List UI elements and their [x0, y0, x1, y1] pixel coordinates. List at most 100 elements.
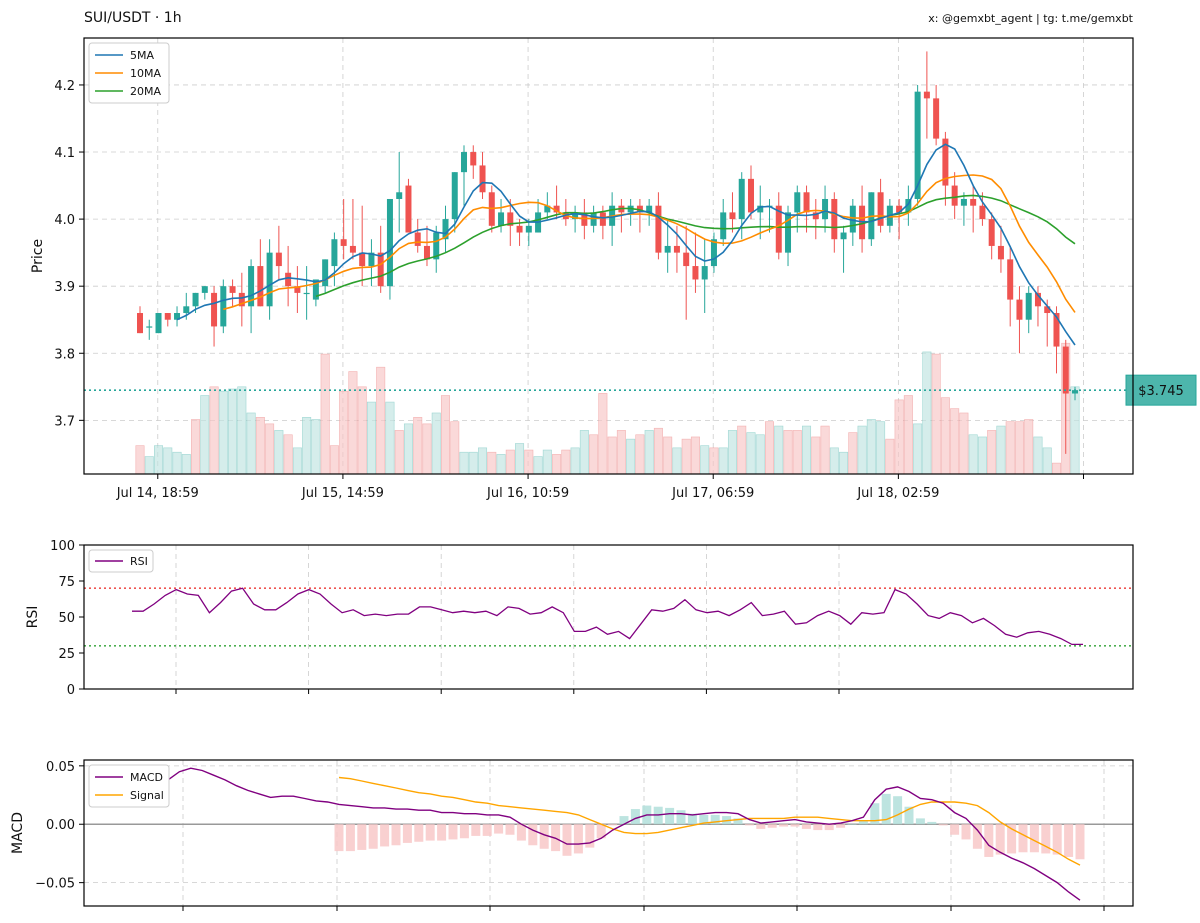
volume-bar: [598, 393, 608, 475]
candle-up: [849, 205, 856, 233]
macd-histogram-bar: [414, 824, 424, 842]
candle-up: [248, 266, 255, 307]
rsi-panel: 0 25 50 75 100 RSI RSI: [25, 539, 1134, 698]
volume-bar: [191, 419, 201, 475]
macd-histogram-bar: [368, 824, 378, 849]
volume-bar: [505, 449, 515, 475]
legend-label: Signal: [130, 789, 164, 802]
candle-up: [544, 205, 551, 213]
volume-bar: [663, 436, 673, 475]
macd-histogram-bar: [1018, 824, 1028, 853]
macd-histogram-bar: [562, 824, 572, 856]
ma10-line: [223, 174, 1076, 313]
volume-bar: [237, 386, 247, 475]
macd-histogram-bar: [391, 824, 401, 846]
macd-histogram-bar: [630, 809, 640, 825]
macd-histogram-bar: [733, 818, 743, 825]
candle-down: [423, 245, 430, 260]
candle-up: [785, 212, 792, 253]
volume-bar: [450, 421, 460, 475]
current-price-label: $3.745: [1138, 384, 1184, 399]
rsi-legend: RSI: [88, 549, 154, 573]
candle-up: [960, 198, 967, 206]
volume-bar: [302, 417, 312, 475]
x-tick-label: Jul 17, 06:59: [671, 486, 754, 501]
macd-histogram-bar: [687, 813, 697, 825]
volume-bar: [357, 386, 367, 475]
volume-bar: [292, 447, 302, 475]
volume-bar: [487, 451, 497, 475]
legend-label: 20MA: [130, 85, 161, 98]
price-panel: 3.7 3.8 3.9 4.0 4.1 4.2 Jul 14, 18:59 Jul 15, 1…: [30, 37, 1197, 501]
y-tick-label: 4.2: [54, 79, 75, 94]
candle-up: [1025, 292, 1032, 320]
candle-down: [988, 219, 995, 246]
candle-down: [1007, 259, 1014, 300]
panel-frame: [83, 37, 1134, 475]
volume-bar: [737, 425, 747, 475]
volume-bar: [515, 443, 525, 475]
legend-label: 5MA: [130, 49, 154, 62]
macd-histogram-bar: [437, 824, 447, 841]
volume-bar: [727, 430, 737, 475]
macd-histogram-bar: [380, 824, 390, 847]
y-axis-label: MACD: [10, 812, 26, 854]
candle-down: [275, 252, 282, 267]
credit-text: x: @gemxbt_agent | tg: t.me/gemxbt: [928, 12, 1133, 25]
volume-bar: [820, 425, 830, 475]
candle-down: [340, 239, 347, 246]
macd-histogram-bar: [790, 824, 800, 827]
volume-bar: [755, 434, 765, 475]
macd-histogram-bar: [528, 824, 538, 846]
volume-bar: [913, 423, 923, 475]
candle-up: [433, 232, 440, 260]
macd-line: [167, 767, 1081, 901]
volume-bar: [478, 447, 488, 475]
volume-bar: [626, 438, 636, 475]
volume-bar: [468, 451, 478, 475]
macd-histogram-bar: [984, 824, 994, 857]
y-tick-label: 3.7: [54, 414, 75, 429]
candle-up: [201, 286, 208, 293]
volume-bar: [552, 454, 562, 475]
ma20-line: [315, 194, 1076, 298]
volume-bar: [228, 388, 238, 475]
macd-histogram-bar: [961, 824, 971, 840]
volume-bar: [144, 456, 154, 475]
candle-up: [183, 306, 190, 314]
volume-bar: [255, 417, 265, 475]
volume-bar: [246, 412, 256, 475]
volume-bar: [996, 425, 1006, 475]
candle-down: [238, 292, 245, 307]
macd-histogram-bar: [870, 803, 880, 825]
volume-bar: [283, 434, 293, 475]
chart-title: SUI/USDT · 1h: [84, 10, 182, 26]
candle-up: [757, 205, 764, 213]
candle-down: [359, 252, 366, 267]
candle-up: [525, 225, 532, 233]
volume-bar: [848, 432, 858, 475]
volume-bar: [403, 423, 413, 475]
macd-histogram-bar: [756, 824, 766, 829]
candle-up: [220, 286, 227, 327]
volume-bar: [1014, 421, 1024, 475]
macd-histogram-bar: [950, 824, 960, 835]
macd-histogram-bar: [494, 824, 504, 834]
y-tick-label: 0: [67, 683, 75, 698]
volume-bar: [181, 454, 191, 475]
volume-bar: [579, 430, 589, 475]
candle-down: [812, 212, 819, 220]
macd-histogram-bar: [676, 810, 686, 825]
legend-label: RSI: [130, 555, 148, 568]
volume-bar: [376, 366, 386, 475]
volume-bar: [329, 445, 339, 475]
macd-histogram-bar: [608, 824, 618, 826]
volume-bar: [607, 436, 617, 475]
volume-bar: [542, 449, 552, 475]
y-tick-label: 100: [50, 539, 75, 554]
candle-down: [507, 212, 514, 226]
volume-bar: [339, 390, 349, 475]
candle-down: [211, 292, 218, 327]
candle-down: [1053, 313, 1060, 347]
candle-up: [192, 292, 199, 307]
